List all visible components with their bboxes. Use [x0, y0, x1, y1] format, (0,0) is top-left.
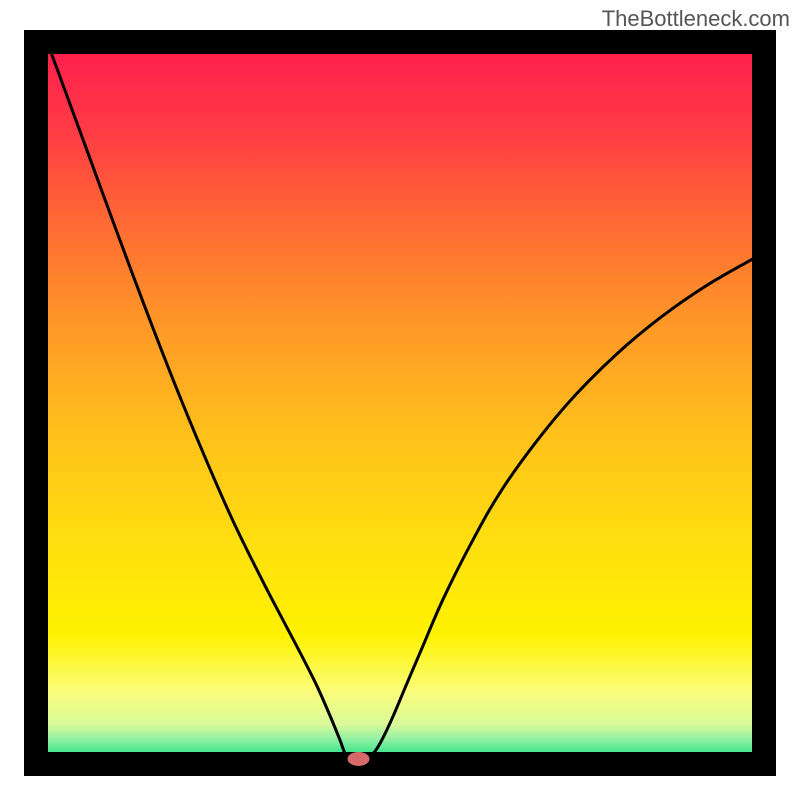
bottleneck-chart-svg	[0, 0, 800, 800]
plot-background	[36, 42, 764, 764]
chart-container: TheBottleneck.com	[0, 0, 800, 800]
optimal-point-marker	[348, 752, 370, 766]
